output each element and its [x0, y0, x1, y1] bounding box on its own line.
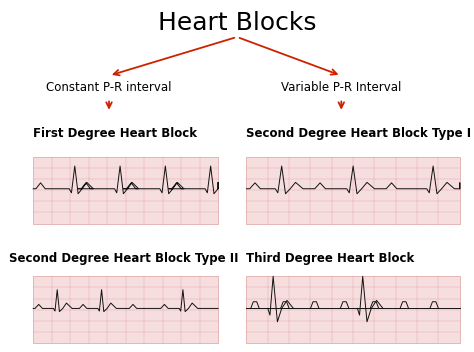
Text: Variable P-R Interval: Variable P-R Interval — [281, 81, 401, 94]
Text: Third Degree Heart Block: Third Degree Heart Block — [246, 252, 415, 265]
Bar — [246, 157, 460, 224]
Text: Heart Blocks: Heart Blocks — [158, 11, 316, 34]
Text: Second Degree Heart Block Type I: Second Degree Heart Block Type I — [246, 127, 472, 140]
Bar — [33, 157, 218, 224]
Bar — [246, 276, 460, 343]
Text: Second Degree Heart Block Type II: Second Degree Heart Block Type II — [9, 252, 239, 265]
Bar — [33, 276, 218, 343]
Text: Constant P-R interval: Constant P-R interval — [46, 81, 172, 94]
Text: First Degree Heart Block: First Degree Heart Block — [33, 127, 197, 140]
